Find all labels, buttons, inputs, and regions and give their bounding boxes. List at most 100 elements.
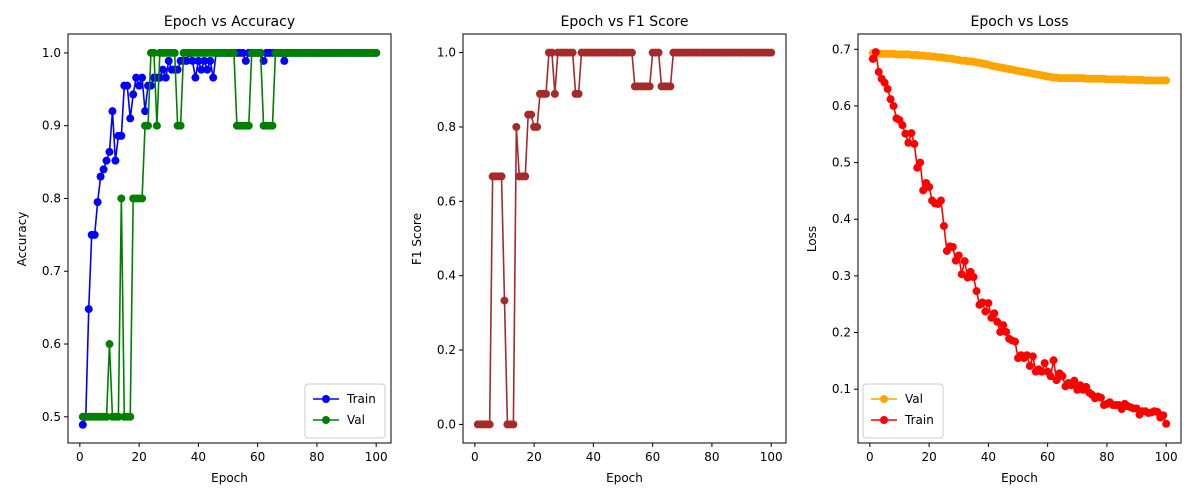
loss-x-tick-label: 80 [1099, 450, 1114, 464]
loss-x-tick-label: 40 [981, 450, 996, 464]
accuracy-val-point [144, 121, 153, 130]
loss-y-tick-label: 0.7 [832, 42, 851, 56]
accuracy-val-point [176, 121, 185, 130]
accuracy-train-point [108, 107, 117, 116]
accuracy-val-point [256, 48, 265, 57]
f1-chart-title: Epoch vs F1 Score [561, 14, 689, 30]
f1-plot-frame [462, 33, 787, 444]
accuracy-val-point [149, 48, 158, 57]
f1-score-point [666, 82, 675, 91]
accuracy-legend-train-label: Train [346, 392, 376, 406]
accuracy-train-point [93, 198, 102, 207]
accuracy-train-point [117, 131, 126, 140]
accuracy-train-point [84, 305, 93, 314]
loss-train-point [948, 242, 957, 251]
f1-score-point [654, 48, 663, 57]
f1-score-point [500, 296, 509, 305]
loss-train-point [1011, 337, 1020, 346]
loss-y-tick-label: 0.1 [832, 382, 851, 396]
accuracy-val-point [229, 48, 238, 57]
accuracy-train-point [158, 65, 167, 74]
loss-train-point [954, 251, 963, 260]
loss-y-tick-label: 0.2 [832, 326, 851, 340]
loss-train-point [936, 196, 945, 205]
loss-panel: Epoch vs Loss Epoch Loss 0 20 40 60 80 100 0.1… [805, 14, 1182, 485]
accuracy-val-point [102, 412, 111, 421]
accuracy-train-point [78, 420, 87, 429]
loss-train-point [996, 327, 1005, 336]
f1-score-point [485, 420, 494, 429]
accuracy-train-point [241, 56, 250, 65]
loss-train-point [916, 158, 925, 167]
accuracy-x-tick-label: 20 [131, 450, 146, 464]
loss-train-point [990, 309, 999, 318]
accuracy-y-tick-label: 0.7 [42, 264, 61, 278]
f1-score-point [550, 89, 559, 98]
loss-train-point [1162, 419, 1171, 428]
f1-y-tick-label: 0.6 [437, 194, 456, 208]
accuracy-train-point [146, 81, 155, 90]
loss-legend-val-swatch-marker [880, 395, 888, 403]
loss-train-point [883, 84, 892, 93]
accuracy-y-tick-label: 0.8 [42, 191, 61, 205]
accuracy-val-point [244, 121, 253, 130]
loss-train-point [1070, 376, 1079, 385]
f1-score-point [574, 89, 583, 98]
accuracy-y-tick-label: 0.6 [42, 337, 61, 351]
loss-legend-train-label: Train [904, 413, 934, 427]
accuracy-panel: Epoch vs Accuracy Epoch Accuracy 0 20 40 60… [15, 14, 392, 485]
loss-legend-train-swatch-marker [880, 416, 888, 424]
accuracy-train-point [96, 172, 105, 181]
f1-x-tick-label: 80 [704, 450, 719, 464]
loss-val-point [1162, 76, 1171, 85]
loss-train-point [898, 121, 907, 130]
accuracy-train-point [161, 73, 170, 82]
accuracy-legend-val-swatch-marker [322, 416, 330, 424]
loss-train-point [999, 321, 1008, 330]
f1-score-point [497, 172, 506, 181]
loss-train-point [1049, 356, 1058, 365]
loss-train-point [1046, 372, 1055, 381]
loss-train-point [886, 95, 895, 104]
accuracy-train-point [111, 156, 120, 165]
accuracy-train-point [141, 107, 150, 116]
loss-train-point [1132, 404, 1141, 413]
accuracy-train-point [203, 65, 212, 74]
accuracy-train-point [138, 73, 147, 82]
loss-train-point [925, 182, 934, 191]
accuracy-plot-frame [67, 33, 392, 444]
loss-train-point [1096, 393, 1105, 402]
loss-train-point [984, 299, 993, 308]
f1-score-point [547, 48, 556, 57]
accuracy-train-point [135, 81, 144, 90]
accuracy-train-point [123, 81, 132, 90]
accuracy-train-point [105, 147, 114, 156]
f1-score-point [512, 122, 521, 131]
loss-y-tick-label: 0.5 [832, 156, 851, 170]
f1-y-tick-label: 0.8 [437, 120, 456, 134]
f1-x-tick-label: 100 [760, 450, 783, 464]
f1-y-axis-label: F1 Score [410, 213, 424, 265]
loss-train-point [972, 287, 981, 296]
loss-x-tick-label: 0 [866, 450, 874, 464]
accuracy-x-tick-label: 60 [250, 450, 265, 464]
loss-train-point [981, 307, 990, 316]
f1-x-tick-label: 60 [645, 450, 660, 464]
loss-train-point [910, 139, 919, 148]
loss-train-point [1040, 359, 1049, 368]
accuracy-train-point [188, 56, 197, 65]
loss-x-axis-label: Epoch [1001, 471, 1038, 485]
accuracy-train-point [132, 73, 141, 82]
accuracy-legend-val-label: Val [347, 413, 365, 427]
loss-x-tick-label: 20 [921, 450, 936, 464]
f1-x-tick-label: 20 [526, 450, 541, 464]
accuracy-train-point [102, 156, 111, 165]
accuracy-train-point [197, 65, 206, 74]
accuracy-train-point [191, 73, 200, 82]
f1-score-point [645, 82, 654, 91]
f1-y-tick-label: 1.0 [437, 46, 456, 60]
accuracy-train-point [129, 90, 138, 99]
loss-legend-val-label: Val [905, 392, 923, 406]
